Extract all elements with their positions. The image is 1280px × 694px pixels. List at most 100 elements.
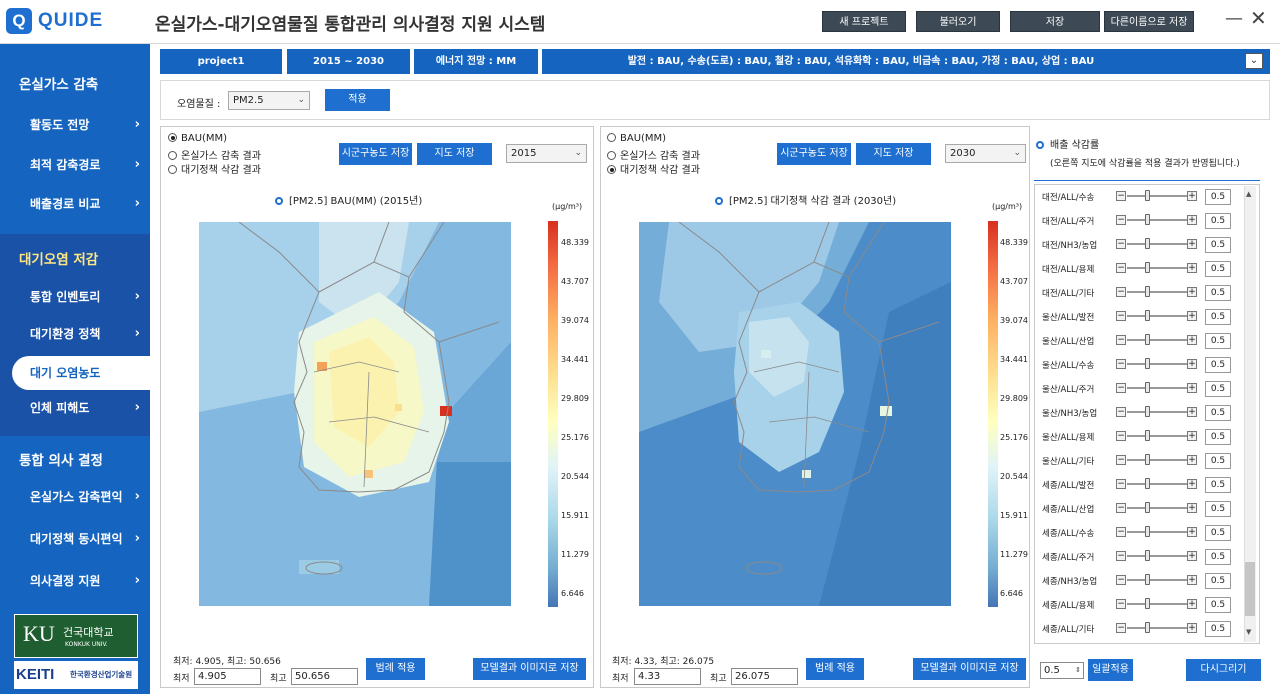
slider-thumb[interactable] — [1145, 454, 1150, 465]
minus-icon[interactable]: − — [1116, 455, 1126, 465]
minus-icon[interactable]: − — [1116, 263, 1126, 273]
slider-thumb[interactable] — [1145, 358, 1150, 369]
slider-track[interactable] — [1127, 243, 1187, 245]
new-project-button[interactable]: 새 프로젝트 — [822, 11, 906, 32]
minimize-icon[interactable]: — — [1225, 8, 1243, 29]
reduction-row-value[interactable]: 0.5 — [1205, 309, 1231, 325]
slider-track[interactable] — [1127, 411, 1187, 413]
reduction-row-value[interactable]: 0.5 — [1205, 405, 1231, 421]
slider-thumb[interactable] — [1145, 286, 1150, 297]
plus-icon[interactable]: + — [1187, 287, 1197, 297]
reduction-row-value[interactable]: 0.5 — [1205, 477, 1231, 493]
left-radio-bau[interactable]: BAU(MM) — [168, 133, 227, 144]
minus-icon[interactable]: − — [1116, 575, 1126, 585]
close-icon[interactable]: ✕ — [1250, 6, 1267, 30]
minus-icon[interactable]: − — [1116, 287, 1126, 297]
slider-thumb[interactable] — [1145, 214, 1150, 225]
sidebar-item-decision-support[interactable]: 의사결정 지원 › — [0, 564, 150, 598]
save-button[interactable]: 저장 — [1010, 11, 1100, 32]
reduction-row-value[interactable]: 0.5 — [1205, 189, 1231, 205]
slider-track[interactable] — [1127, 435, 1187, 437]
slider-thumb[interactable] — [1145, 310, 1150, 321]
sidebar-item-activity[interactable]: 활동도 전망 › — [0, 108, 150, 142]
right-legend-apply-button[interactable]: 범례 적용 — [806, 658, 864, 680]
sidebar-item-ghg-benefit[interactable]: 온실가스 감축편익 › — [0, 480, 150, 514]
slider-thumb[interactable] — [1145, 478, 1150, 489]
minus-icon[interactable]: − — [1116, 191, 1126, 201]
slider-track[interactable] — [1127, 387, 1187, 389]
slider-thumb[interactable] — [1145, 238, 1150, 249]
slider-thumb[interactable] — [1145, 526, 1150, 537]
reduction-row-value[interactable]: 0.5 — [1205, 357, 1231, 373]
slider-track[interactable] — [1127, 363, 1187, 365]
slider-thumb[interactable] — [1145, 502, 1150, 513]
reduction-row-value[interactable]: 0.5 — [1205, 213, 1231, 229]
scroll-down-icon[interactable]: ▼ — [1246, 628, 1252, 636]
chevron-down-icon[interactable]: ⌄ — [1245, 53, 1263, 69]
pollutant-select[interactable]: PM2.5 ⌄ — [228, 91, 310, 110]
reduction-row-value[interactable]: 0.5 — [1205, 597, 1231, 613]
slider-thumb[interactable] — [1145, 190, 1150, 201]
slider-thumb[interactable] — [1145, 598, 1150, 609]
minus-icon[interactable]: − — [1116, 215, 1126, 225]
right-radio-bau[interactable]: BAU(MM) — [607, 133, 666, 144]
slider-track[interactable] — [1127, 483, 1187, 485]
slider-track[interactable] — [1127, 219, 1187, 221]
minus-icon[interactable]: − — [1116, 311, 1126, 321]
sidebar-section-air[interactable]: 대기오염 저감 — [19, 252, 99, 268]
minus-icon[interactable]: − — [1116, 527, 1126, 537]
bulk-apply-button[interactable]: 일괄적용 — [1088, 659, 1133, 681]
slider-thumb[interactable] — [1145, 430, 1150, 441]
minus-icon[interactable]: − — [1116, 623, 1126, 633]
apply-pollutant-button[interactable]: 적용 — [325, 89, 390, 111]
slider-track[interactable] — [1127, 531, 1187, 533]
reduction-row-value[interactable]: 0.5 — [1205, 453, 1231, 469]
right-min-input[interactable]: 4.33 — [634, 668, 701, 685]
slider-thumb[interactable] — [1145, 574, 1150, 585]
plus-icon[interactable]: + — [1187, 335, 1197, 345]
load-button[interactable]: 불러오기 — [916, 11, 1000, 32]
reduction-row-value[interactable]: 0.5 — [1205, 429, 1231, 445]
right-save-map-button[interactable]: 지도 저장 — [856, 143, 931, 165]
plus-icon[interactable]: + — [1187, 407, 1197, 417]
sidebar-item-optimal-path[interactable]: 최적 감축경로 › — [0, 148, 150, 182]
slider-track[interactable] — [1127, 555, 1187, 557]
sidebar-item-inventory[interactable]: 통합 인벤토리 › — [0, 280, 150, 314]
slider-thumb[interactable] — [1145, 262, 1150, 273]
right-pm25-map[interactable] — [639, 222, 951, 606]
spinner-icon[interactable]: ⇕ — [1075, 666, 1081, 674]
slider-track[interactable] — [1127, 315, 1187, 317]
plus-icon[interactable]: + — [1187, 479, 1197, 489]
plus-icon[interactable]: + — [1187, 575, 1197, 585]
slider-track[interactable] — [1127, 579, 1187, 581]
left-legend-apply-button[interactable]: 범례 적용 — [366, 658, 425, 680]
reduction-row-value[interactable]: 0.5 — [1205, 525, 1231, 541]
minus-icon[interactable]: − — [1116, 599, 1126, 609]
plus-icon[interactable]: + — [1187, 311, 1197, 321]
right-max-input[interactable]: 26.075 — [731, 668, 798, 685]
plus-icon[interactable]: + — [1187, 215, 1197, 225]
plus-icon[interactable]: + — [1187, 191, 1197, 201]
reduction-slider-list[interactable]: 대전/ALL/수송 − +0.5 대전/ALL/주거 − +0.5 대전/NH3/농업 − +0… — [1036, 186, 1258, 642]
redraw-button[interactable]: 다시그리기 — [1186, 659, 1261, 681]
slider-track[interactable] — [1127, 339, 1187, 341]
right-radio-ghg[interactable]: 온실가스 감축 결과 — [607, 147, 700, 162]
minus-icon[interactable]: − — [1116, 479, 1126, 489]
left-min-input[interactable]: 4.905 — [194, 668, 261, 685]
left-max-input[interactable]: 50.656 — [291, 668, 358, 685]
minus-icon[interactable]: − — [1116, 503, 1126, 513]
plus-icon[interactable]: + — [1187, 623, 1197, 633]
plus-icon[interactable]: + — [1187, 455, 1197, 465]
left-save-image-button[interactable]: 모델결과 이미지로 저장 — [473, 658, 586, 680]
minus-icon[interactable]: − — [1116, 335, 1126, 345]
left-save-sigungu-button[interactable]: 시군구농도 저장 — [339, 143, 412, 165]
slider-thumb[interactable] — [1145, 406, 1150, 417]
reduction-row-value[interactable]: 0.5 — [1205, 285, 1231, 301]
sidebar-section-ghg[interactable]: 온실가스 감축 — [19, 77, 99, 93]
left-radio-ghg[interactable]: 온실가스 감축 결과 — [168, 147, 261, 162]
reduction-row-value[interactable]: 0.5 — [1205, 621, 1231, 637]
sidebar-item-air-policy[interactable]: 대기환경 정책 › — [0, 317, 150, 351]
minus-icon[interactable]: − — [1116, 383, 1126, 393]
slider-thumb[interactable] — [1145, 550, 1150, 561]
right-radio-policy[interactable]: 대기정책 삭감 결과 — [607, 161, 700, 176]
